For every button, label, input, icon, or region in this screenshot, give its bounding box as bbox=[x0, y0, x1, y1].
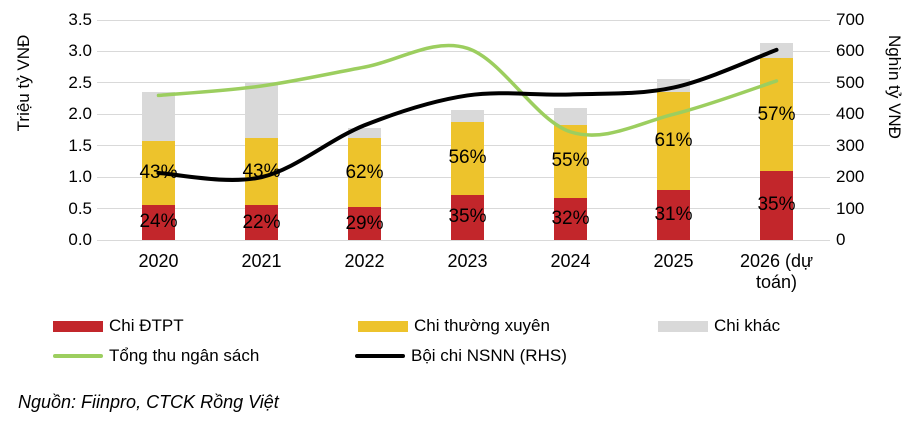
bar-segment bbox=[760, 42, 793, 59]
x-axis-label: 2023 bbox=[447, 251, 488, 271]
legend-swatch-black-line bbox=[355, 354, 405, 358]
bar-segment bbox=[142, 204, 175, 240]
bar-data-label: 55% bbox=[551, 150, 590, 172]
legend-item-boi-chi-nsnn: Bội chi NSNN (RHS) bbox=[355, 347, 567, 365]
right-axis-tick-label: 600 bbox=[836, 41, 865, 61]
right-axis-tick-label: 500 bbox=[836, 72, 865, 92]
x-axis-label: 2024 bbox=[550, 251, 591, 271]
legend-item-tong-thu-ngan-sach: Tổng thu ngân sách bbox=[53, 347, 259, 365]
bar-data-label: 56% bbox=[448, 147, 487, 169]
legend-swatch-gray-bar bbox=[658, 320, 708, 332]
bar-data-label: 61% bbox=[654, 130, 693, 152]
x-axis-label: 2021 bbox=[241, 251, 282, 271]
left-axis-tick-label: 2.5 bbox=[68, 72, 92, 92]
right-axis-tick-label: 700 bbox=[836, 10, 865, 29]
legend-swatch-red-bar bbox=[53, 320, 103, 332]
left-axis-tick-label: 1.0 bbox=[68, 167, 92, 187]
bar-segment bbox=[554, 197, 587, 240]
gridline bbox=[97, 82, 830, 84]
right-axis-tick-label: 300 bbox=[836, 135, 865, 155]
legend-label: Chi khác bbox=[714, 316, 781, 335]
bar-segment bbox=[451, 194, 484, 240]
bar-data-label: 43% bbox=[242, 160, 281, 182]
x-axis-label: 2020 bbox=[138, 251, 179, 271]
bar-segment bbox=[348, 128, 381, 139]
legend-swatch-yellow-bar bbox=[358, 320, 408, 332]
right-axis-tick-label: 100 bbox=[836, 198, 865, 218]
legend-label: Chi thường xuyên bbox=[414, 316, 550, 335]
source-note: Nguồn: Fiinpro, CTCK Rồng Việt bbox=[18, 392, 279, 412]
bar-data-label: 32% bbox=[551, 207, 590, 229]
bar-data-label: 31% bbox=[654, 204, 693, 226]
legend-label: Bội chi NSNN (RHS) bbox=[411, 346, 567, 365]
left-axis-tick-label: 2.0 bbox=[68, 104, 92, 124]
left-axis-tick-label: 3.0 bbox=[68, 41, 92, 61]
bar-data-label: 29% bbox=[345, 212, 384, 234]
bar-data-label: 35% bbox=[448, 206, 487, 228]
left-axis-tick-label: 1.5 bbox=[68, 135, 92, 155]
left-axis-title: Triệu tỷ VNĐ bbox=[14, 34, 33, 132]
bar-segment bbox=[245, 205, 278, 240]
x-axis-label: 2026 (dự toán) bbox=[739, 251, 814, 292]
bar-segment bbox=[451, 109, 484, 122]
bar-data-label: 22% bbox=[242, 211, 281, 233]
bar-data-label: 62% bbox=[345, 161, 384, 183]
x-axis-label: 2022 bbox=[344, 251, 385, 271]
legend-label: Tổng thu ngân sách bbox=[109, 346, 260, 365]
right-axis-title: Nghìn tỷ VNĐ bbox=[885, 35, 904, 139]
gridline bbox=[97, 239, 830, 241]
left-axis-tick-label: 0.0 bbox=[68, 230, 92, 249]
legend-item-chi-dtpt: Chi ĐTPT bbox=[53, 317, 184, 335]
bar-data-label: 57% bbox=[757, 103, 796, 125]
bar-segment bbox=[657, 79, 690, 93]
right-axis-tick-label: 400 bbox=[836, 104, 865, 124]
bar-segment bbox=[657, 190, 690, 240]
left-axis-tick-label: 0.5 bbox=[68, 198, 92, 218]
bar-data-label: 35% bbox=[757, 194, 796, 216]
right-axis-tick-label: 200 bbox=[836, 167, 865, 187]
legend-label: Chi ĐTPT bbox=[109, 316, 184, 335]
bar-data-label: 43% bbox=[139, 162, 178, 184]
bar-data-label: 24% bbox=[139, 211, 178, 233]
left-axis-tick-label: 3.5 bbox=[68, 10, 92, 29]
bar-segment bbox=[760, 170, 793, 240]
legend-item-chi-khac: Chi khác bbox=[658, 317, 780, 335]
right-axis-tick-label: 0 bbox=[836, 230, 846, 249]
x-axis-label: 2025 bbox=[653, 251, 694, 271]
bar-segment bbox=[348, 207, 381, 240]
bar-segment bbox=[142, 92, 175, 142]
gridline bbox=[97, 19, 830, 21]
bar-segment bbox=[554, 108, 587, 125]
gridline bbox=[97, 50, 830, 52]
bar-segment bbox=[245, 83, 278, 139]
legend-swatch-green-line bbox=[53, 354, 103, 358]
legend-item-chi-thuong-xuyen: Chi thường xuyên bbox=[358, 317, 550, 335]
